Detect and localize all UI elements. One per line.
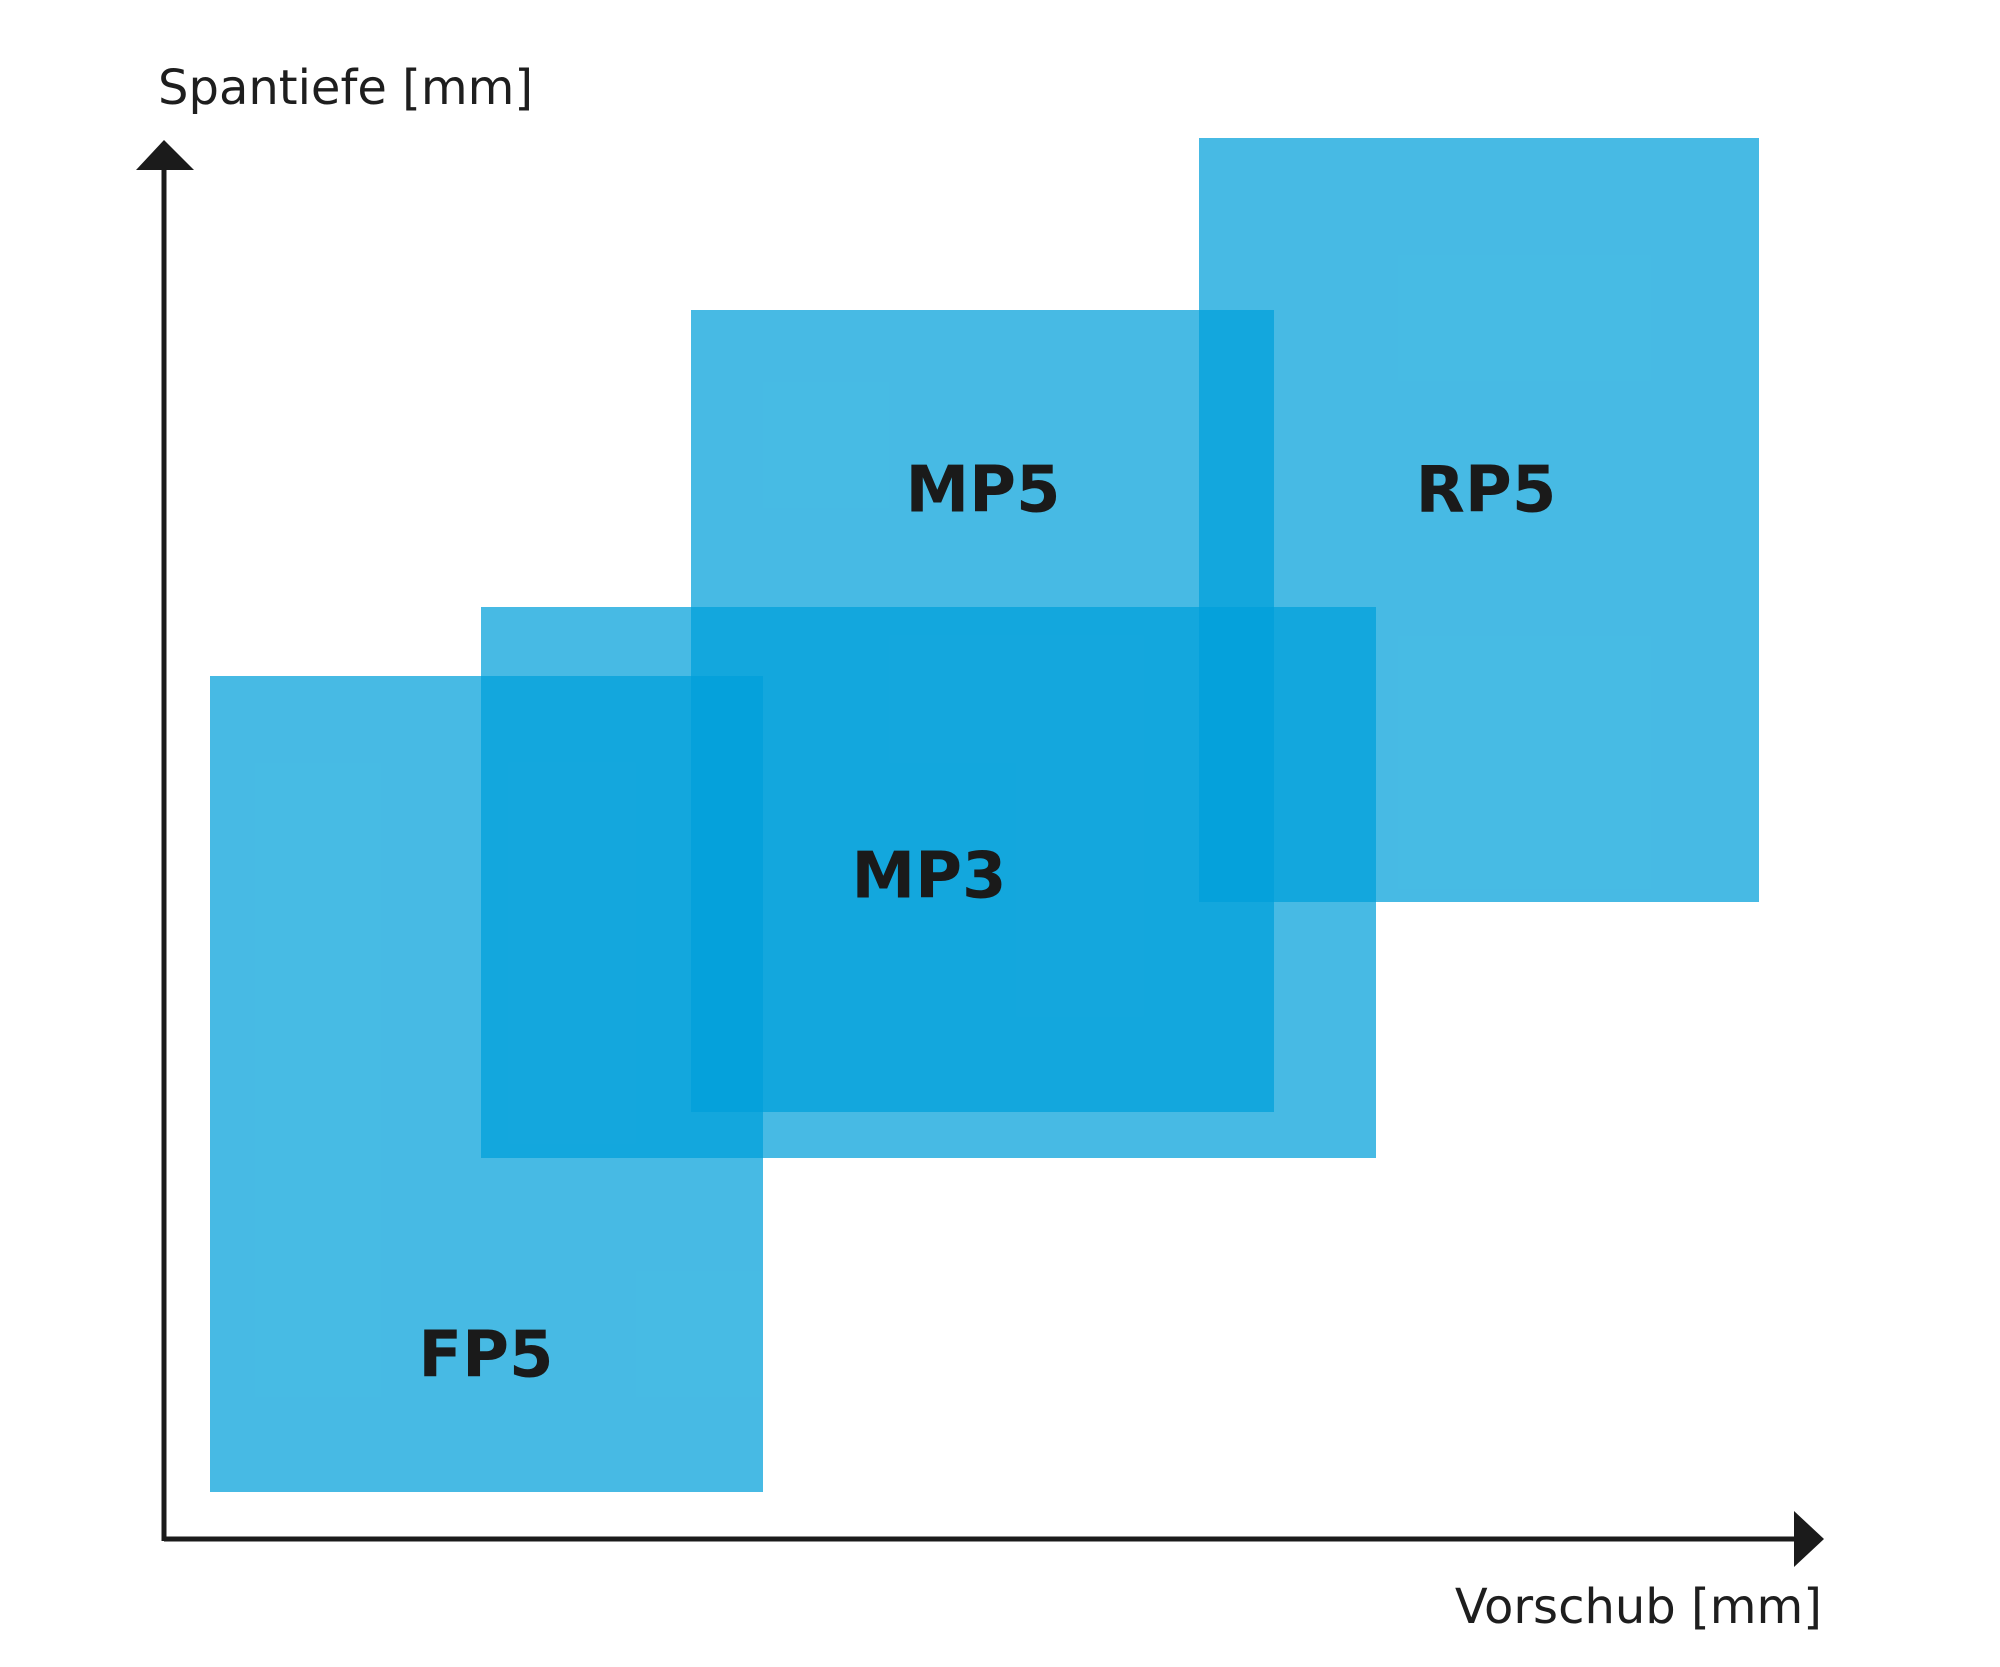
region-rp5-area [1199, 138, 1759, 902]
region-label-mp5: MP5 [905, 454, 1060, 528]
region-label-fp5: FP5 [418, 1319, 553, 1393]
region-label-rp5: RP5 [1416, 454, 1557, 528]
region-mp5 [691, 310, 1274, 1112]
region-rp5 [1199, 138, 1759, 902]
x-axis-arrow-icon [1794, 1511, 1824, 1567]
x-axis-label: Vorschub [mm] [1455, 1579, 1822, 1635]
y-axis-arrow-icon [136, 140, 194, 170]
y-axis-label: Spantiefe [mm] [158, 60, 533, 116]
region-label-mp3: MP3 [851, 840, 1006, 914]
region-mp5-area [691, 310, 1274, 1112]
